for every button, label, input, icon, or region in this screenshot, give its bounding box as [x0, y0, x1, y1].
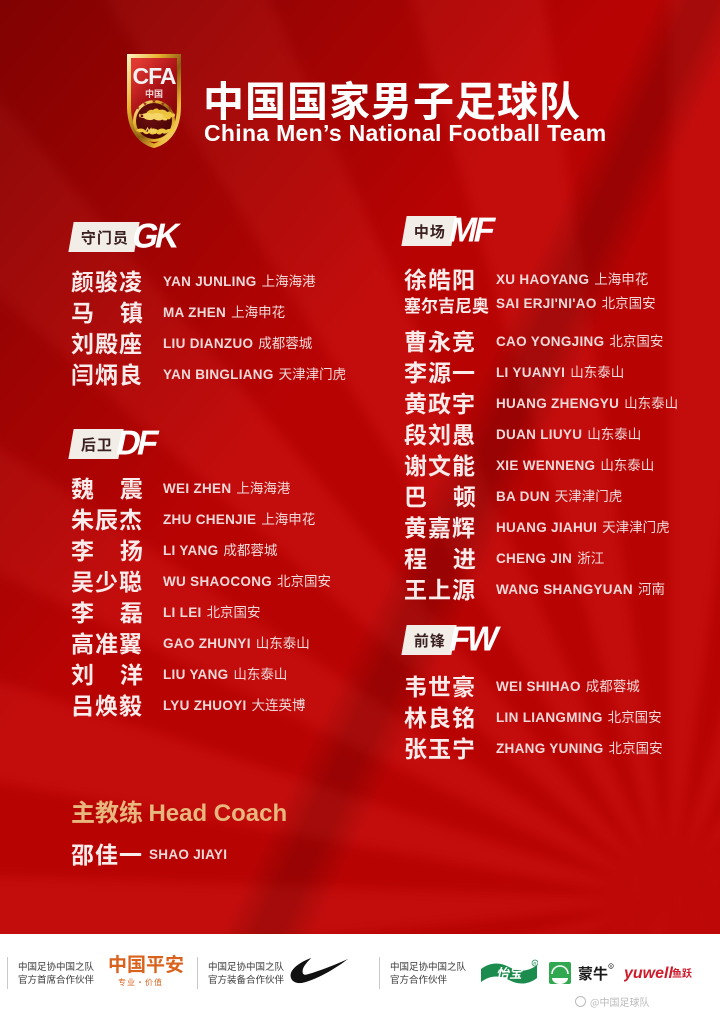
- svg-text:★: ★: [136, 105, 140, 110]
- svg-text:yuwell: yuwell: [624, 965, 673, 982]
- svg-text:★: ★: [143, 101, 148, 106]
- svg-text:怡宝: 怡宝: [496, 963, 524, 982]
- svg-text:★: ★: [151, 99, 157, 105]
- svg-text:★: ★: [168, 105, 172, 110]
- svg-text:鱼跃: 鱼跃: [672, 965, 692, 980]
- svg-text:中国平安: 中国平安: [108, 951, 184, 977]
- svg-text:★: ★: [161, 101, 166, 106]
- svg-text:CFA: CFA: [133, 63, 176, 89]
- svg-text:专业·价值: 专业·价值: [118, 977, 163, 988]
- svg-text:蒙牛: 蒙牛: [578, 963, 608, 984]
